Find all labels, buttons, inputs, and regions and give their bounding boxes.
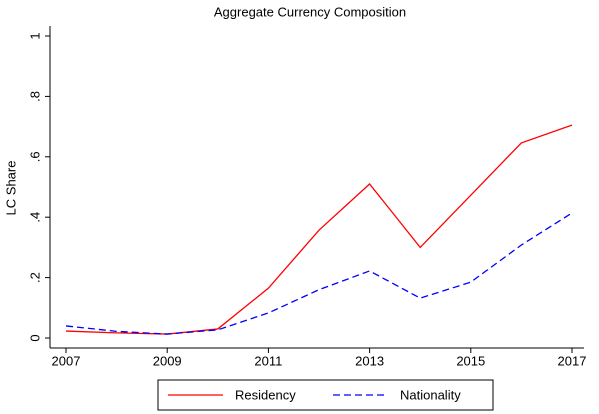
series-line (65, 124, 573, 335)
x-tick-label: 2017 (558, 353, 587, 368)
series-line (65, 212, 573, 335)
x-tick-label: 2011 (254, 353, 282, 368)
x-tick-label: 2009 (153, 353, 182, 368)
y-axis-label: LC Share (3, 161, 18, 216)
y-tick-label: .8 (27, 91, 42, 102)
y-tick-label: .6 (27, 151, 42, 162)
chart-title: Aggregate Currency Composition (214, 4, 406, 19)
x-tick-label: 2015 (456, 353, 485, 368)
y-tick-label: .4 (27, 212, 42, 223)
legend-label: Residency (235, 387, 296, 402)
x-tick-label: 2007 (52, 353, 81, 368)
legend-label: Nationality (400, 387, 461, 402)
x-tick-label: 2013 (355, 353, 384, 368)
y-tick-label: 1 (27, 32, 42, 39)
y-tick-label: .2 (27, 272, 42, 283)
y-tick-label: 0 (27, 334, 42, 341)
